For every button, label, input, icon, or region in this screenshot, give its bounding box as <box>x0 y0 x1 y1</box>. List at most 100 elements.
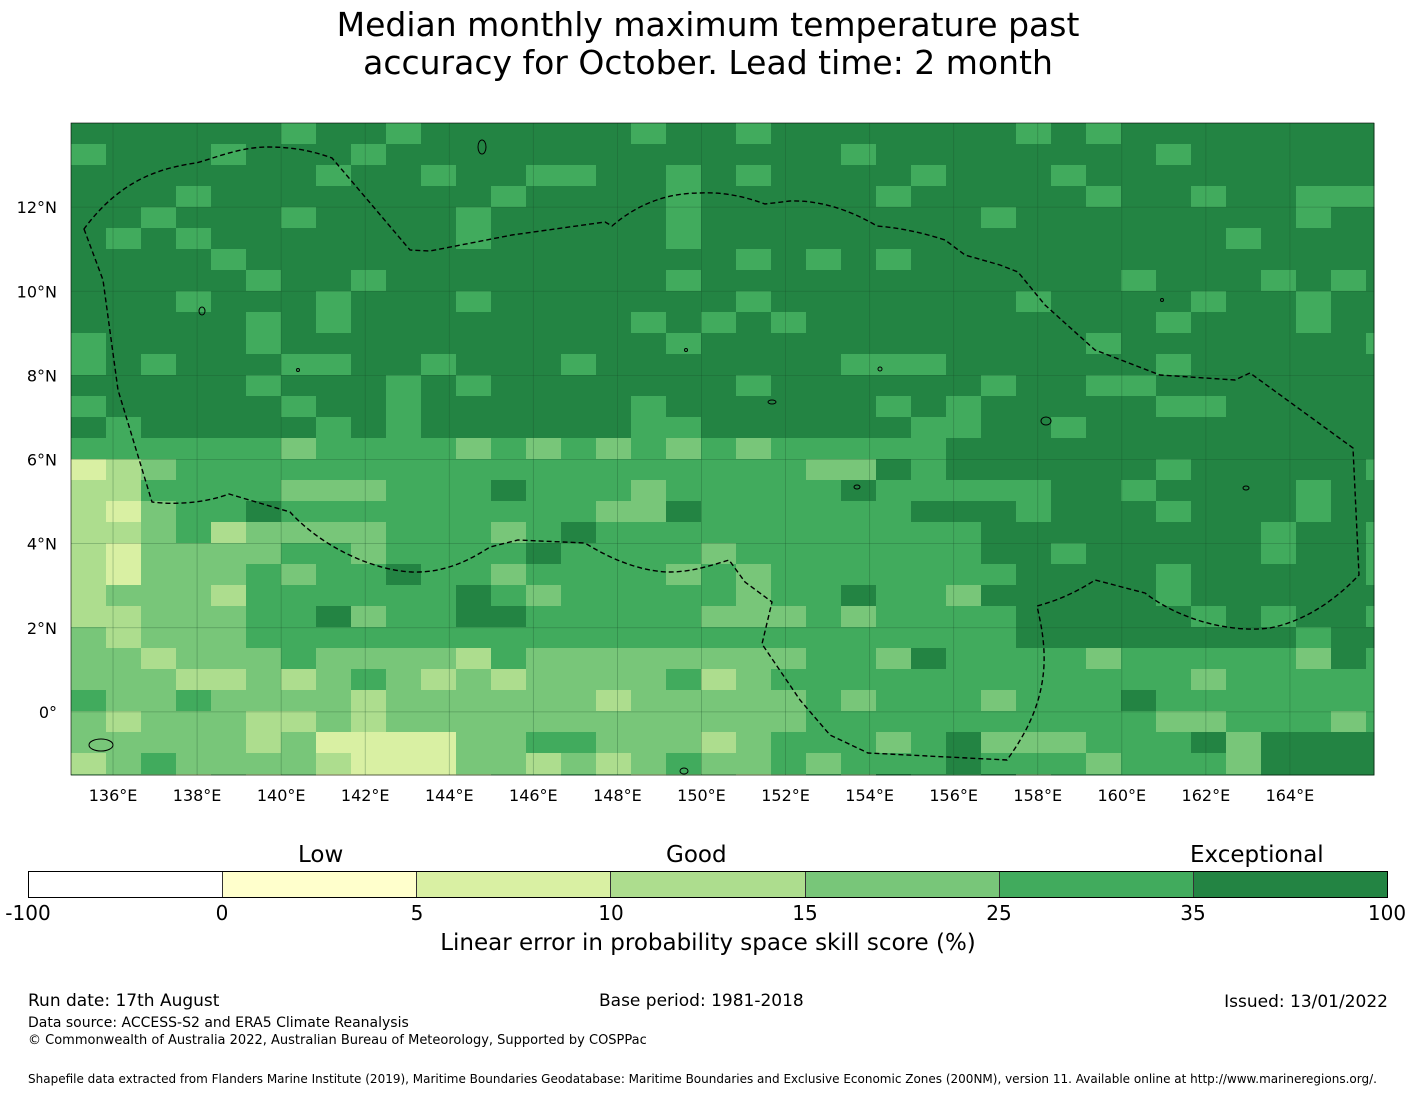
skill-cell <box>386 123 422 145</box>
skill-cell <box>876 207 912 229</box>
skill-cell <box>1016 228 1052 250</box>
longitude-label: 138°E <box>173 786 222 805</box>
skill-cell <box>351 375 387 397</box>
skill-cell <box>316 732 352 754</box>
skill-cell <box>596 690 632 712</box>
skill-cell <box>176 480 212 502</box>
skill-cell <box>771 396 807 418</box>
skill-cell <box>596 438 632 460</box>
skill-cell <box>1191 522 1227 544</box>
skill-cell <box>1191 459 1227 481</box>
skill-cell <box>141 627 177 649</box>
skill-cell <box>1156 291 1192 313</box>
skill-cell <box>386 228 422 250</box>
skill-cell <box>981 228 1017 250</box>
skill-cell <box>491 417 527 439</box>
skill-cell <box>771 375 807 397</box>
skill-cell <box>701 144 737 166</box>
skill-cell <box>1156 522 1192 544</box>
skill-cell <box>631 354 667 376</box>
skill-cell <box>876 375 912 397</box>
skill-cell <box>386 312 422 334</box>
skill-cell <box>1226 606 1262 628</box>
skill-cell <box>771 186 807 208</box>
skill-cell <box>631 501 667 523</box>
longitude-label: 140°E <box>257 786 306 805</box>
skill-cell <box>1121 333 1157 355</box>
skill-cell <box>316 270 352 292</box>
skill-cell <box>526 186 562 208</box>
skill-cell <box>316 375 352 397</box>
skill-cell <box>596 375 632 397</box>
skill-cell <box>981 732 1017 754</box>
skill-cell <box>1366 438 1375 460</box>
skill-cell <box>701 564 737 586</box>
skill-cell <box>1366 375 1375 397</box>
skill-cell <box>946 312 982 334</box>
skill-cell <box>1016 438 1052 460</box>
skill-cell <box>736 732 772 754</box>
skill-cell <box>281 249 317 271</box>
skill-cell <box>106 459 142 481</box>
skill-cell <box>71 543 107 565</box>
skill-cell <box>106 354 142 376</box>
skill-cell <box>701 480 737 502</box>
latitude-label: 10°N <box>17 282 57 301</box>
skill-cell <box>141 249 177 271</box>
skill-cell <box>1366 228 1375 250</box>
skill-cell <box>1296 144 1332 166</box>
skill-cell <box>351 249 387 271</box>
skill-cell <box>1051 459 1087 481</box>
skill-cell <box>1226 165 1262 187</box>
skill-cell <box>526 690 562 712</box>
skill-cell <box>701 732 737 754</box>
skill-cell <box>841 459 877 481</box>
skill-cell <box>1366 732 1375 754</box>
skill-cell <box>631 732 667 754</box>
skill-cell <box>806 144 842 166</box>
skill-cell <box>246 753 282 775</box>
skill-cell <box>946 627 982 649</box>
skill-cell <box>1296 270 1332 292</box>
skill-cell <box>491 522 527 544</box>
skill-cell <box>701 354 737 376</box>
skill-cell <box>981 207 1017 229</box>
skill-cell <box>211 270 247 292</box>
chart-title: Median monthly maximum temperature past … <box>0 6 1416 82</box>
skill-cell <box>246 669 282 691</box>
skill-cell <box>1296 606 1332 628</box>
skill-cell <box>456 396 492 418</box>
skill-cell <box>421 186 457 208</box>
skill-cell <box>316 501 352 523</box>
skill-cell <box>316 480 352 502</box>
skill-cell <box>1331 312 1367 334</box>
skill-cell <box>806 522 842 544</box>
skill-cell <box>211 501 247 523</box>
skill-cell <box>456 501 492 523</box>
skill-cell <box>211 585 247 607</box>
skill-cell <box>841 354 877 376</box>
skill-cell <box>176 228 212 250</box>
skill-cell <box>1156 417 1192 439</box>
skill-cell <box>421 585 457 607</box>
skill-cell <box>176 711 212 733</box>
skill-cell <box>736 711 772 733</box>
skill-cell <box>211 207 247 229</box>
skill-cell <box>1191 648 1227 670</box>
skill-cell <box>1261 312 1297 334</box>
skill-cell <box>1051 207 1087 229</box>
skill-cell <box>1331 753 1367 775</box>
skill-cell <box>491 627 527 649</box>
skill-cell <box>631 228 667 250</box>
skill-cell <box>596 417 632 439</box>
skill-cell <box>1051 186 1087 208</box>
skill-cell <box>106 543 142 565</box>
skill-cell <box>701 165 737 187</box>
skill-cell <box>281 711 317 733</box>
skill-cell <box>211 522 247 544</box>
skill-cell <box>316 249 352 271</box>
skill-cell <box>211 312 247 334</box>
skill-cell <box>596 753 632 775</box>
skill-cell <box>106 585 142 607</box>
skill-cell <box>421 459 457 481</box>
